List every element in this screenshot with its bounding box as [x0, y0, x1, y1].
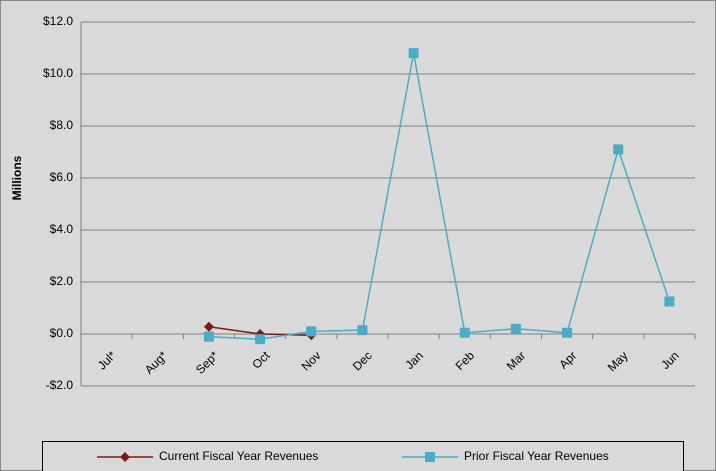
- point: [357, 325, 368, 336]
- legend-label: Prior Fiscal Year Revenues: [464, 449, 609, 463]
- point: [306, 326, 317, 337]
- y-tick-label: $10.0: [43, 66, 73, 80]
- point: [562, 327, 573, 338]
- legend-label: Current Fiscal Year Revenues: [159, 449, 318, 463]
- plot-area: [81, 22, 695, 386]
- series-line: [208, 53, 671, 340]
- point: [510, 323, 521, 334]
- y-tick-label: $2.0: [50, 274, 74, 288]
- point: [664, 296, 675, 307]
- y-tick-label: $8.0: [50, 118, 74, 132]
- point: [203, 321, 214, 332]
- point: [203, 331, 214, 342]
- y-tick-label: $6.0: [50, 170, 74, 184]
- point: [255, 334, 266, 345]
- y-tick-label: $4.0: [50, 222, 74, 236]
- point: [613, 144, 624, 155]
- y-axis-label: Millions: [10, 155, 24, 200]
- point: [459, 327, 470, 338]
- point: [120, 452, 130, 462]
- y-tick-label: -$2.0: [46, 378, 74, 392]
- y-tick-label: $0.0: [50, 326, 74, 340]
- point: [408, 48, 419, 59]
- y-tick-label: $12.0: [43, 14, 73, 28]
- point: [425, 452, 435, 462]
